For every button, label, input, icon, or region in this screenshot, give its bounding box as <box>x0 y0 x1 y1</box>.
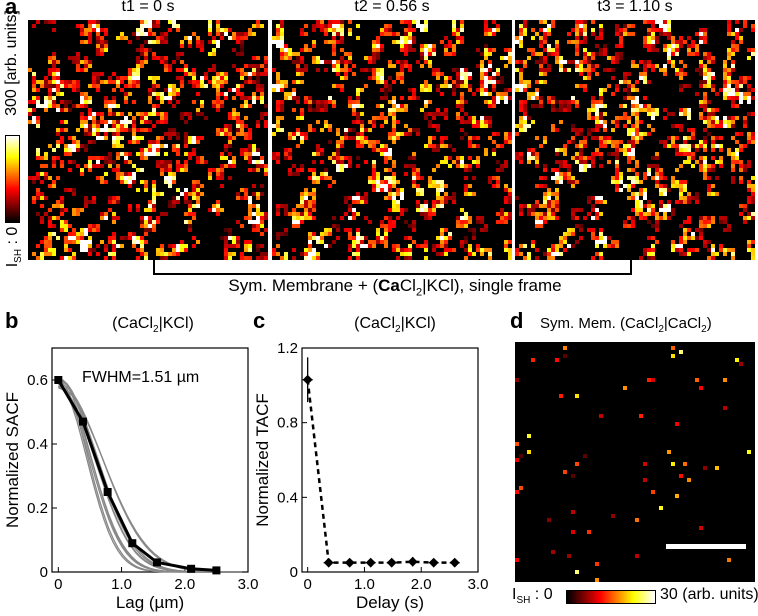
scale-bar <box>666 544 746 549</box>
panel-d-title: Sym. Mem. (CaCl2|CaCl2) <box>540 315 712 335</box>
panel-c-label: c <box>253 308 266 333</box>
x-tick-label: 0 <box>54 576 62 593</box>
colorbar-d <box>566 590 656 604</box>
frame-1-title: t1 = 0 s <box>121 0 175 15</box>
x-tick-label: 3.0 <box>238 576 259 593</box>
individual-sacf-curve <box>58 387 242 573</box>
bracket-caption: Sym. Membrane + (CaCl2|KCl), single fram… <box>228 276 562 299</box>
tacf-point <box>344 557 355 568</box>
tacf-chart: 0 0.4 0.8 1.2 0 1.0 2.0 3.0 Delay (s) Normalized … <box>253 340 489 612</box>
colorbar-d-min-label: ISH : 0 <box>512 586 553 607</box>
shg-symmetric-image <box>515 342 755 582</box>
x-tick-label: 1.0 <box>111 576 132 593</box>
mean-sacf-point <box>128 539 137 548</box>
x-tick-label: 2.0 <box>174 576 195 593</box>
tacf-point <box>323 557 334 568</box>
colorbar-d-max-label: 30 (arb. units) <box>660 586 758 603</box>
individual-sacf-curve <box>58 377 242 573</box>
mean-sacf-point <box>78 417 87 426</box>
individual-sacf-curve <box>58 383 242 573</box>
tacf-point <box>407 556 418 567</box>
tacf-point <box>386 557 397 568</box>
frame-3-title: t3 = 1.10 s <box>597 0 673 15</box>
tacf-point <box>428 557 439 568</box>
x-tick-label: 1.0 <box>354 576 375 593</box>
mean-sacf-point <box>212 566 221 575</box>
individual-sacf-curve <box>58 379 242 573</box>
individual-sacf-curve <box>58 386 242 573</box>
panel-b-label: b <box>5 308 19 333</box>
shg-frame-1-image <box>28 20 268 260</box>
x-tick-label: 3.0 <box>468 576 489 593</box>
x-axis-label: Lag (µm) <box>116 593 184 612</box>
tacf-line <box>306 379 455 564</box>
individual-sacf-curve <box>57 385 242 573</box>
mean-sacf-point <box>54 376 63 384</box>
panel-a-label: a <box>5 0 18 19</box>
individual-sacf-curve <box>58 387 242 573</box>
y-tick-label: 1.2 <box>277 340 298 357</box>
individual-sacf-curve <box>58 382 242 573</box>
panel-b-title: (CaCl2|KCl) <box>112 315 194 336</box>
y-tick-label: 0.4 <box>27 436 48 453</box>
y-tick-label: 0 <box>40 564 48 581</box>
tacf-point <box>449 557 460 568</box>
mean-sacf-point <box>187 564 196 573</box>
y-axis-label: Normalized SACF <box>3 392 22 528</box>
x-tick-label: 2.0 <box>411 576 432 593</box>
y-axis-label: Normalized TACF <box>253 393 272 527</box>
individual-sacf-curve <box>58 379 242 573</box>
y-tick-label: 0.6 <box>27 372 48 389</box>
colorbar-a <box>5 135 20 223</box>
x-tick-label: 0 <box>304 576 312 593</box>
sacf-chart: 0 0.2 0.4 0.6 0 1.0 2.0 3.0 Lag (µm) Normalized S… <box>3 347 259 612</box>
fwhm-annotation: FWHM=1.51 µm <box>82 369 199 386</box>
plot-frame <box>51 347 249 573</box>
shg-frame-3-image <box>515 20 755 260</box>
panel-d-label: d <box>510 308 524 333</box>
x-axis-label: Delay (s) <box>356 593 424 612</box>
tacf-point <box>302 374 313 385</box>
mean-sacf-point <box>152 558 161 567</box>
y-tick-label: 0 <box>290 564 298 581</box>
frame-2-title: t2 = 0.56 s <box>354 0 430 15</box>
y-tick-label: 0.4 <box>277 489 298 506</box>
y-tick-label: 0.2 <box>27 500 48 517</box>
individual-sacf-curve <box>58 378 242 573</box>
individual-sacf-curve <box>58 378 242 573</box>
panel-c-title: (CaCl2|KCl) <box>354 315 436 336</box>
individual-sacf-curve <box>57 380 242 573</box>
tacf-point <box>365 557 376 568</box>
plot-frame <box>301 347 479 573</box>
mean-sacf-point <box>103 488 112 496</box>
shg-frame-2-image <box>272 20 512 260</box>
y-tick-label: 0.8 <box>277 415 298 432</box>
